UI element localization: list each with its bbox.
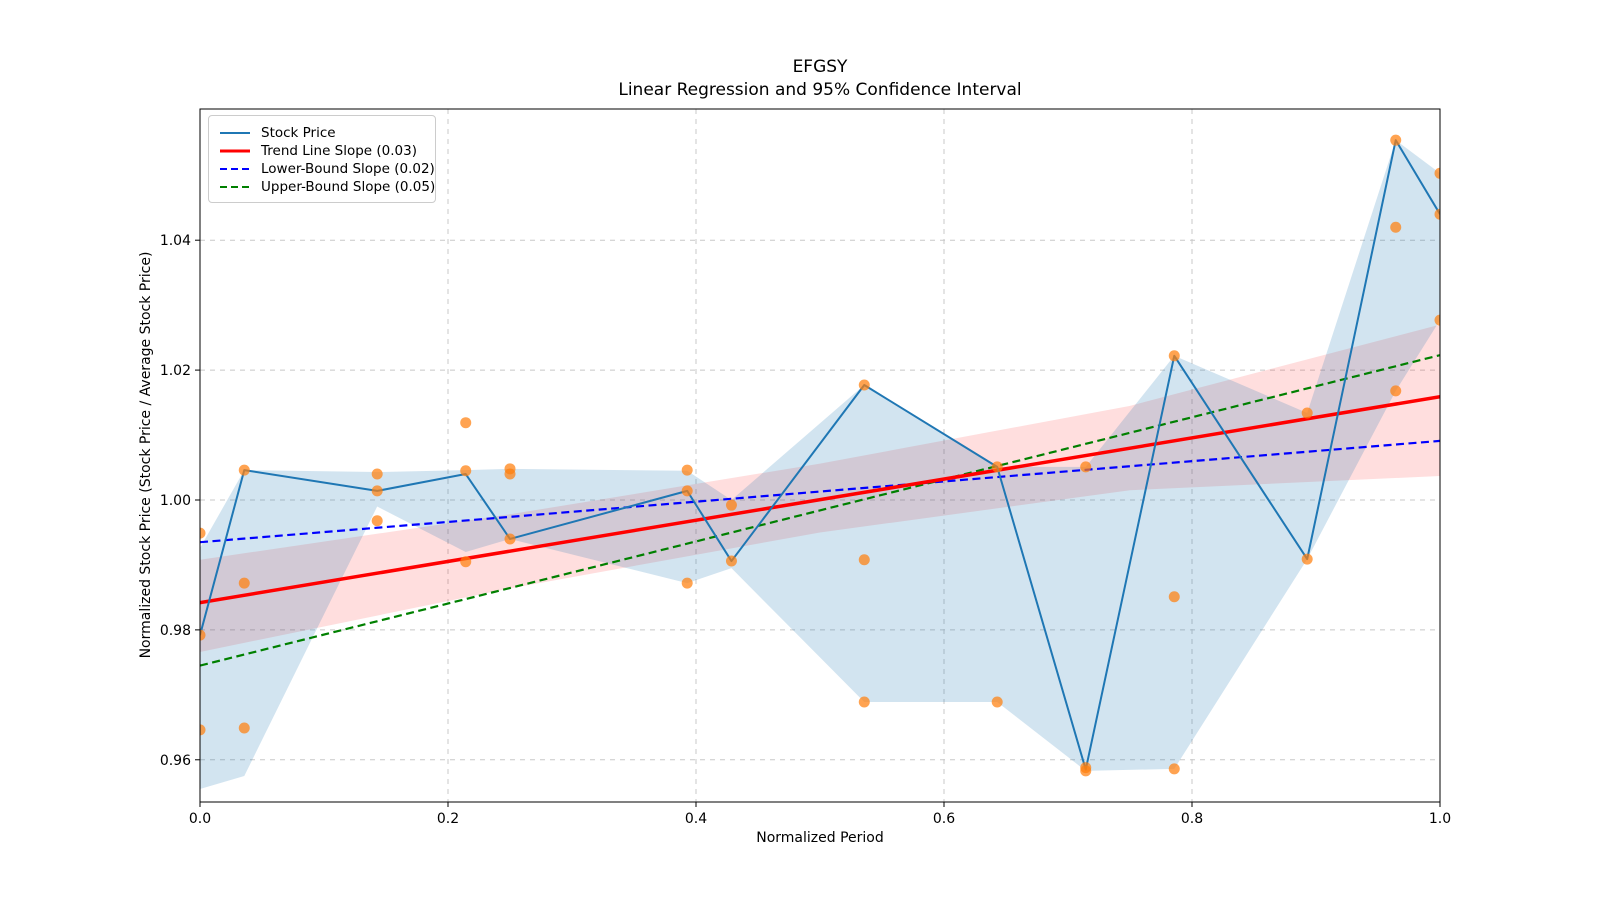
scatter-point [460, 556, 472, 568]
scatter-point [991, 696, 1003, 708]
scatter-point [858, 379, 870, 391]
scatter-point [1390, 134, 1402, 146]
scatter-point [1434, 208, 1440, 220]
y-tick-label: 1.04 [160, 233, 191, 249]
chart-title-block: EFGSY Linear Regression and 95% Confiden… [200, 56, 1440, 102]
scatter-point [681, 485, 693, 497]
scatter-point [858, 696, 870, 708]
scatter-point [200, 724, 206, 736]
legend-item-4: Upper-Bound Slope (0.05) [219, 178, 435, 196]
legend-item-2: Trend Line Slope (0.03) [219, 142, 425, 160]
scatter-point [200, 527, 206, 539]
stock-confidence-band [200, 140, 1440, 790]
y-tick-label: 0.96 [160, 753, 191, 769]
x-tick-label: 0.2 [437, 811, 459, 827]
legend-item-3: Lower-Bound Slope (0.02) [219, 160, 435, 178]
stock-price-line [200, 139, 1440, 771]
trend-confidence-band [200, 324, 1440, 652]
scatter-point [238, 577, 250, 589]
upper-bound-line [200, 354, 1440, 667]
legend-line-sample [220, 132, 250, 134]
scatter-point [991, 461, 1003, 473]
legend-line-sample [220, 186, 250, 188]
scatter-point [1301, 407, 1313, 419]
scatter-point [1168, 591, 1180, 603]
scatter-point [1301, 553, 1313, 565]
scatter-point [238, 722, 250, 734]
x-tick-label: 1.0 [1429, 811, 1451, 827]
scatter-point [1168, 763, 1180, 775]
x-tick-label: 0.6 [933, 811, 955, 827]
x-axis-label: Normalized Period [756, 830, 884, 846]
legend-label: Stock Price [261, 125, 336, 141]
scatter-point [200, 629, 206, 641]
scatter-point [238, 464, 250, 476]
scatter-point [681, 464, 693, 476]
y-tick-label: 1.02 [160, 363, 191, 379]
legend-item-1: Stock Price [219, 124, 425, 142]
y-tick-label: 0.98 [160, 623, 191, 639]
scatter-point [1080, 765, 1092, 777]
scatter-point [1434, 167, 1440, 179]
x-tick-label: 0.4 [685, 811, 707, 827]
chart-subtitle: Linear Regression and 95% Confidence Int… [618, 80, 1022, 100]
scatter-point [460, 465, 472, 477]
scatter-point [371, 468, 383, 480]
legend-line-sample [220, 149, 250, 153]
data-layer [200, 134, 1440, 790]
scatter-point [1390, 221, 1402, 233]
scatter-point [725, 499, 737, 511]
scatter-point [725, 555, 737, 567]
scatter-point [371, 515, 383, 527]
scatter-point [858, 554, 870, 566]
x-tick-label: 0.0 [189, 811, 211, 827]
legend: Stock Price Trend Line Slope (0.03) Lower-… [208, 115, 436, 203]
legend-line-sample [220, 168, 250, 170]
scatter-point [681, 577, 693, 589]
x-tick-label: 0.8 [1181, 811, 1203, 827]
scatter-point [1390, 385, 1402, 397]
legend-label: Lower-Bound Slope (0.02) [261, 161, 435, 177]
scatter-point [460, 417, 472, 429]
scatter-point [1080, 461, 1092, 473]
y-tick-label: 1.00 [160, 493, 191, 509]
scatter-point [1168, 350, 1180, 362]
y-axis-label: Normalized Stock Price (Stock Price / Av… [138, 251, 154, 659]
scatter-point [504, 533, 516, 545]
chart-title: EFGSY [792, 57, 848, 77]
lower-bound-line [200, 439, 1440, 544]
scatter-point [504, 468, 516, 480]
legend-label: Trend Line Slope (0.03) [261, 143, 418, 159]
plot-border [199, 108, 1441, 803]
trend-line [200, 394, 1440, 605]
legend-label: Upper-Bound Slope (0.05) [261, 179, 436, 195]
scatter-point [371, 485, 383, 497]
scatter-point [1434, 314, 1440, 326]
